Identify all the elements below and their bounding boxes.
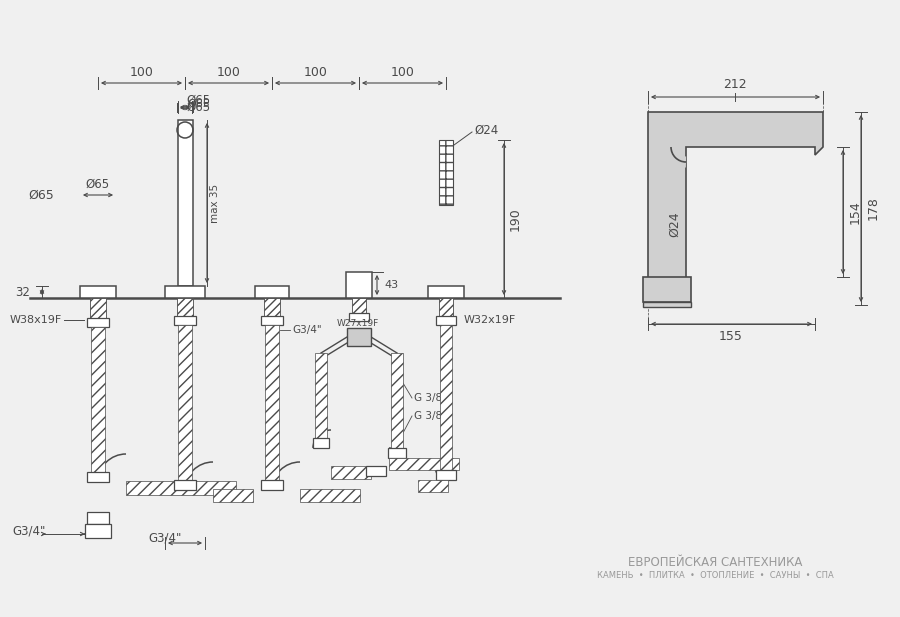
Text: КАМЕНЬ  •  ПЛИТКА  •  ОТОПЛЕНИЕ  •  САУНЫ  •  СПА: КАМЕНЬ • ПЛИТКА • ОТОПЛЕНИЕ • САУНЫ • СП…: [597, 571, 833, 581]
Bar: [85, 524, 111, 538]
Bar: [255, 286, 289, 298]
Bar: [439, 140, 453, 205]
Text: max 35: max 35: [210, 183, 220, 223]
Bar: [90, 298, 106, 318]
Text: Ø65: Ø65: [186, 94, 210, 107]
Bar: [178, 325, 192, 480]
Bar: [178, 120, 193, 286]
Text: W27x19F: W27x19F: [337, 320, 379, 328]
Text: Ø65: Ø65: [187, 99, 210, 109]
Bar: [177, 298, 193, 316]
Bar: [352, 298, 366, 313]
Bar: [300, 489, 360, 502]
Text: G 3/8": G 3/8": [414, 393, 447, 403]
Text: G3/4": G3/4": [12, 524, 45, 537]
Bar: [261, 480, 283, 490]
Text: 190: 190: [508, 207, 521, 231]
Bar: [261, 316, 283, 325]
Bar: [264, 298, 280, 316]
Text: 100: 100: [130, 65, 153, 78]
Bar: [643, 302, 691, 307]
Text: 43: 43: [384, 280, 398, 290]
Bar: [80, 286, 116, 298]
Text: 32: 32: [15, 286, 30, 299]
Bar: [349, 313, 369, 321]
Text: 100: 100: [217, 65, 240, 78]
Bar: [174, 316, 196, 325]
Bar: [366, 466, 386, 476]
Bar: [346, 272, 372, 298]
Bar: [315, 353, 327, 438]
Text: ЕВРОПЕЙСКАЯ САНТЕХНИКА: ЕВРОПЕЙСКАЯ САНТЕХНИКА: [628, 555, 802, 568]
Text: G3/4": G3/4": [148, 531, 182, 544]
Polygon shape: [648, 112, 823, 302]
Text: W38x19F: W38x19F: [10, 315, 62, 325]
Bar: [439, 298, 453, 316]
Bar: [91, 327, 105, 472]
Bar: [213, 489, 253, 502]
Bar: [643, 277, 691, 302]
Bar: [174, 480, 196, 490]
Bar: [391, 353, 403, 448]
Bar: [87, 318, 109, 327]
Text: 212: 212: [724, 78, 747, 91]
Text: W32x19F: W32x19F: [464, 315, 517, 325]
Text: 155: 155: [719, 331, 742, 344]
Bar: [313, 438, 329, 448]
Bar: [388, 448, 406, 458]
Text: Ø24: Ø24: [669, 211, 681, 237]
Bar: [165, 286, 205, 298]
Bar: [428, 286, 464, 298]
Text: Ø65: Ø65: [186, 101, 210, 114]
Text: 100: 100: [391, 65, 414, 78]
Bar: [436, 316, 456, 325]
Bar: [418, 480, 448, 492]
Text: 178: 178: [867, 196, 879, 220]
Text: 154: 154: [849, 200, 861, 224]
Text: Ø65: Ø65: [86, 178, 110, 191]
Text: G 3/8": G 3/8": [414, 411, 447, 421]
Bar: [87, 472, 109, 482]
Bar: [87, 512, 109, 524]
Bar: [440, 325, 452, 470]
Text: Ø24: Ø24: [474, 123, 499, 136]
Text: G3/4": G3/4": [292, 325, 321, 335]
Bar: [265, 325, 279, 480]
Bar: [126, 481, 236, 495]
Bar: [389, 458, 459, 470]
Text: Ø65: Ø65: [28, 189, 54, 202]
Bar: [436, 470, 456, 480]
Bar: [331, 466, 371, 479]
Text: 100: 100: [303, 65, 328, 78]
Bar: [347, 328, 371, 346]
